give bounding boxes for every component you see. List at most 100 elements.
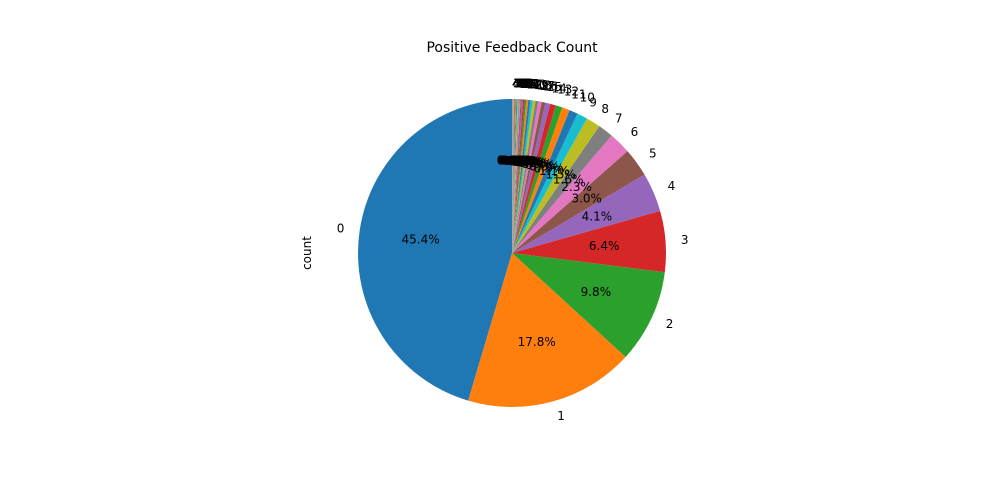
percent-label-15: 0.4% (516, 156, 547, 170)
pie-slice-30 (512, 99, 517, 253)
slice-label-8: 8 (601, 102, 609, 116)
slice-label-28: 28 (519, 77, 534, 91)
percent-label-29: 0.1% (500, 154, 531, 168)
slice-label-38: 38 (513, 77, 528, 91)
slice-label-11: 11 (571, 87, 586, 101)
slice-label-26: 26 (521, 77, 536, 91)
pie-slice-21 (512, 99, 529, 253)
percent-label-26: 0.1% (502, 154, 533, 168)
slice-label-19: 19 (534, 78, 549, 92)
pie-slices (358, 98, 666, 407)
pie-slice-17 (512, 100, 539, 253)
percent-label-28: 0.1% (500, 154, 531, 168)
pie-slice-25 (512, 99, 522, 254)
slice-label-6: 6 (631, 125, 639, 139)
y-axis-label: count (300, 236, 314, 270)
slice-label-24: 24 (523, 77, 538, 91)
slice-label-5: 5 (649, 146, 657, 160)
pie-slice-36 (512, 99, 514, 253)
percent-label-3: 6.4% (589, 239, 620, 253)
percent-label-2: 9.8% (581, 285, 612, 299)
pie-percent-labels: 45.4% 17.8% 9.8% 6.4% 4.1% 3.0%2.3%1.6%1.5%1.… (401, 154, 619, 349)
percent-label-8: 1.5% (545, 167, 576, 181)
slice-label-0: 0 (337, 222, 345, 236)
pie-slice-39 (512, 98, 514, 253)
pie-slice-29 (512, 99, 518, 253)
slice-label-15: 15 (547, 80, 562, 94)
slice-label-29: 29 (518, 77, 533, 91)
percent-label-4: 4.1% (582, 210, 613, 224)
slice-label-33: 33 (515, 77, 530, 91)
pie-slice-10 (512, 110, 578, 253)
pie-slice-0 (358, 99, 512, 401)
slice-label-34: 34 (515, 77, 530, 91)
pie-slice-13 (512, 103, 556, 253)
slice-label-9: 9 (589, 95, 597, 109)
percent-label-25: 0.1% (502, 154, 533, 168)
percent-label-44: 0.0% (497, 154, 528, 168)
slice-label-7: 7 (615, 111, 623, 125)
pie-slice-12 (512, 105, 563, 253)
slice-label-3: 3 (681, 233, 689, 247)
pie-slice-34 (512, 99, 515, 254)
percent-label-5: 3.0% (571, 192, 602, 206)
pie-slice-16 (512, 101, 542, 253)
slice-label-39: 39 (513, 77, 528, 91)
slice-label-36: 36 (514, 77, 529, 91)
pie-slice-26 (512, 99, 521, 254)
percent-label-10: 0.9% (534, 161, 565, 175)
pie-slice-3 (512, 210, 666, 273)
percent-label-0: 45.4% (401, 233, 439, 247)
pie-slice-35 (512, 99, 515, 253)
percent-label-30: 0.1% (500, 154, 531, 168)
pie-slice-27 (512, 99, 520, 253)
pie-slice-38 (512, 99, 514, 253)
percent-label-13: 0.6% (521, 157, 552, 171)
pie-slice-41 (512, 98, 513, 253)
percent-label-32: 0.1% (499, 154, 530, 168)
percent-label-31: 0.1% (499, 154, 530, 168)
slice-label-41: 41 (513, 77, 528, 91)
pie-slice-40 (512, 98, 513, 253)
slice-label-10: 10 (580, 91, 595, 105)
slice-label-16: 16 (543, 79, 558, 93)
slice-label-25: 25 (522, 77, 537, 91)
pie-slice-37 (512, 99, 514, 253)
percent-label-36: 0.0% (498, 154, 529, 168)
percent-label-37: 0.0% (498, 154, 529, 168)
slice-label-32: 32 (516, 77, 531, 91)
pie-slice-18 (512, 100, 536, 253)
slice-label-37: 37 (514, 77, 529, 91)
percent-label-19: 0.3% (509, 154, 540, 168)
pie-slice-4 (512, 174, 661, 253)
pie-slice-6 (512, 135, 628, 253)
pie-slice-labels: 0123456789101112131415161718192021222324… (337, 77, 689, 424)
percent-label-22: 0.2% (505, 154, 536, 168)
percent-label-20: 0.2% (507, 154, 538, 168)
percent-label-41: 0.0% (497, 154, 528, 168)
pie-slice-28 (512, 99, 519, 253)
pie-slice-9 (512, 113, 587, 254)
slice-label-18: 18 (536, 78, 551, 92)
pie-slice-22 (512, 99, 527, 254)
pie-slice-11 (512, 107, 570, 254)
chart-title: Positive Feedback Count (426, 40, 598, 56)
slice-label-35: 35 (514, 77, 529, 91)
pie-slice-32 (512, 99, 516, 253)
pie-slice-20 (512, 99, 531, 254)
percent-label-38: 0.0% (497, 154, 528, 168)
percent-label-24: 0.1% (503, 154, 534, 168)
slice-label-44: 44 (512, 77, 527, 91)
percent-label-17: 0.3% (512, 155, 543, 169)
slice-label-20: 20 (531, 78, 546, 92)
slice-label-40: 40 (513, 77, 528, 91)
percent-label-33: 0.1% (499, 154, 530, 168)
slice-label-13: 13 (557, 83, 572, 97)
pie-slice-14 (512, 102, 551, 253)
slice-label-45: 45 (512, 77, 527, 91)
percent-label-34: 0.0% (498, 154, 529, 168)
slice-label-27: 27 (520, 77, 535, 91)
slice-label-31: 31 (516, 77, 531, 91)
pie-slice-7 (512, 126, 612, 253)
